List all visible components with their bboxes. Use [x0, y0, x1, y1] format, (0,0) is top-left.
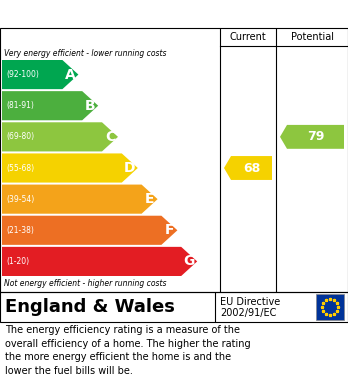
Text: Energy Efficiency Rating: Energy Efficiency Rating — [10, 7, 213, 22]
Text: Potential: Potential — [291, 32, 333, 42]
Polygon shape — [2, 60, 78, 89]
Polygon shape — [2, 247, 197, 276]
Polygon shape — [224, 156, 272, 180]
Text: (39-54): (39-54) — [6, 195, 34, 204]
Text: (92-100): (92-100) — [6, 70, 39, 79]
Text: (55-68): (55-68) — [6, 163, 34, 172]
Text: 68: 68 — [243, 161, 260, 174]
Text: D: D — [124, 161, 136, 175]
Polygon shape — [2, 216, 177, 245]
Text: EU Directive: EU Directive — [220, 297, 280, 307]
Text: 79: 79 — [307, 130, 324, 143]
Text: England & Wales: England & Wales — [5, 298, 175, 316]
Text: A: A — [65, 68, 76, 82]
Text: E: E — [145, 192, 155, 206]
Polygon shape — [2, 185, 158, 214]
Text: F: F — [165, 223, 174, 237]
Text: C: C — [105, 130, 115, 144]
Text: G: G — [183, 255, 195, 269]
Polygon shape — [280, 125, 344, 149]
Text: 2002/91/EC: 2002/91/EC — [220, 308, 276, 318]
Text: Very energy efficient - lower running costs: Very energy efficient - lower running co… — [4, 49, 166, 58]
Text: The energy efficiency rating is a measure of the
overall efficiency of a home. T: The energy efficiency rating is a measur… — [5, 325, 251, 376]
Text: (81-91): (81-91) — [6, 101, 34, 110]
Text: (1-20): (1-20) — [6, 257, 29, 266]
Text: B: B — [85, 99, 95, 113]
Text: Current: Current — [230, 32, 266, 42]
Text: (69-80): (69-80) — [6, 133, 34, 142]
Polygon shape — [2, 122, 118, 151]
Polygon shape — [2, 91, 98, 120]
Bar — [316, 294, 344, 320]
Polygon shape — [2, 153, 138, 183]
Text: Not energy efficient - higher running costs: Not energy efficient - higher running co… — [4, 279, 166, 288]
Text: (21-38): (21-38) — [6, 226, 34, 235]
